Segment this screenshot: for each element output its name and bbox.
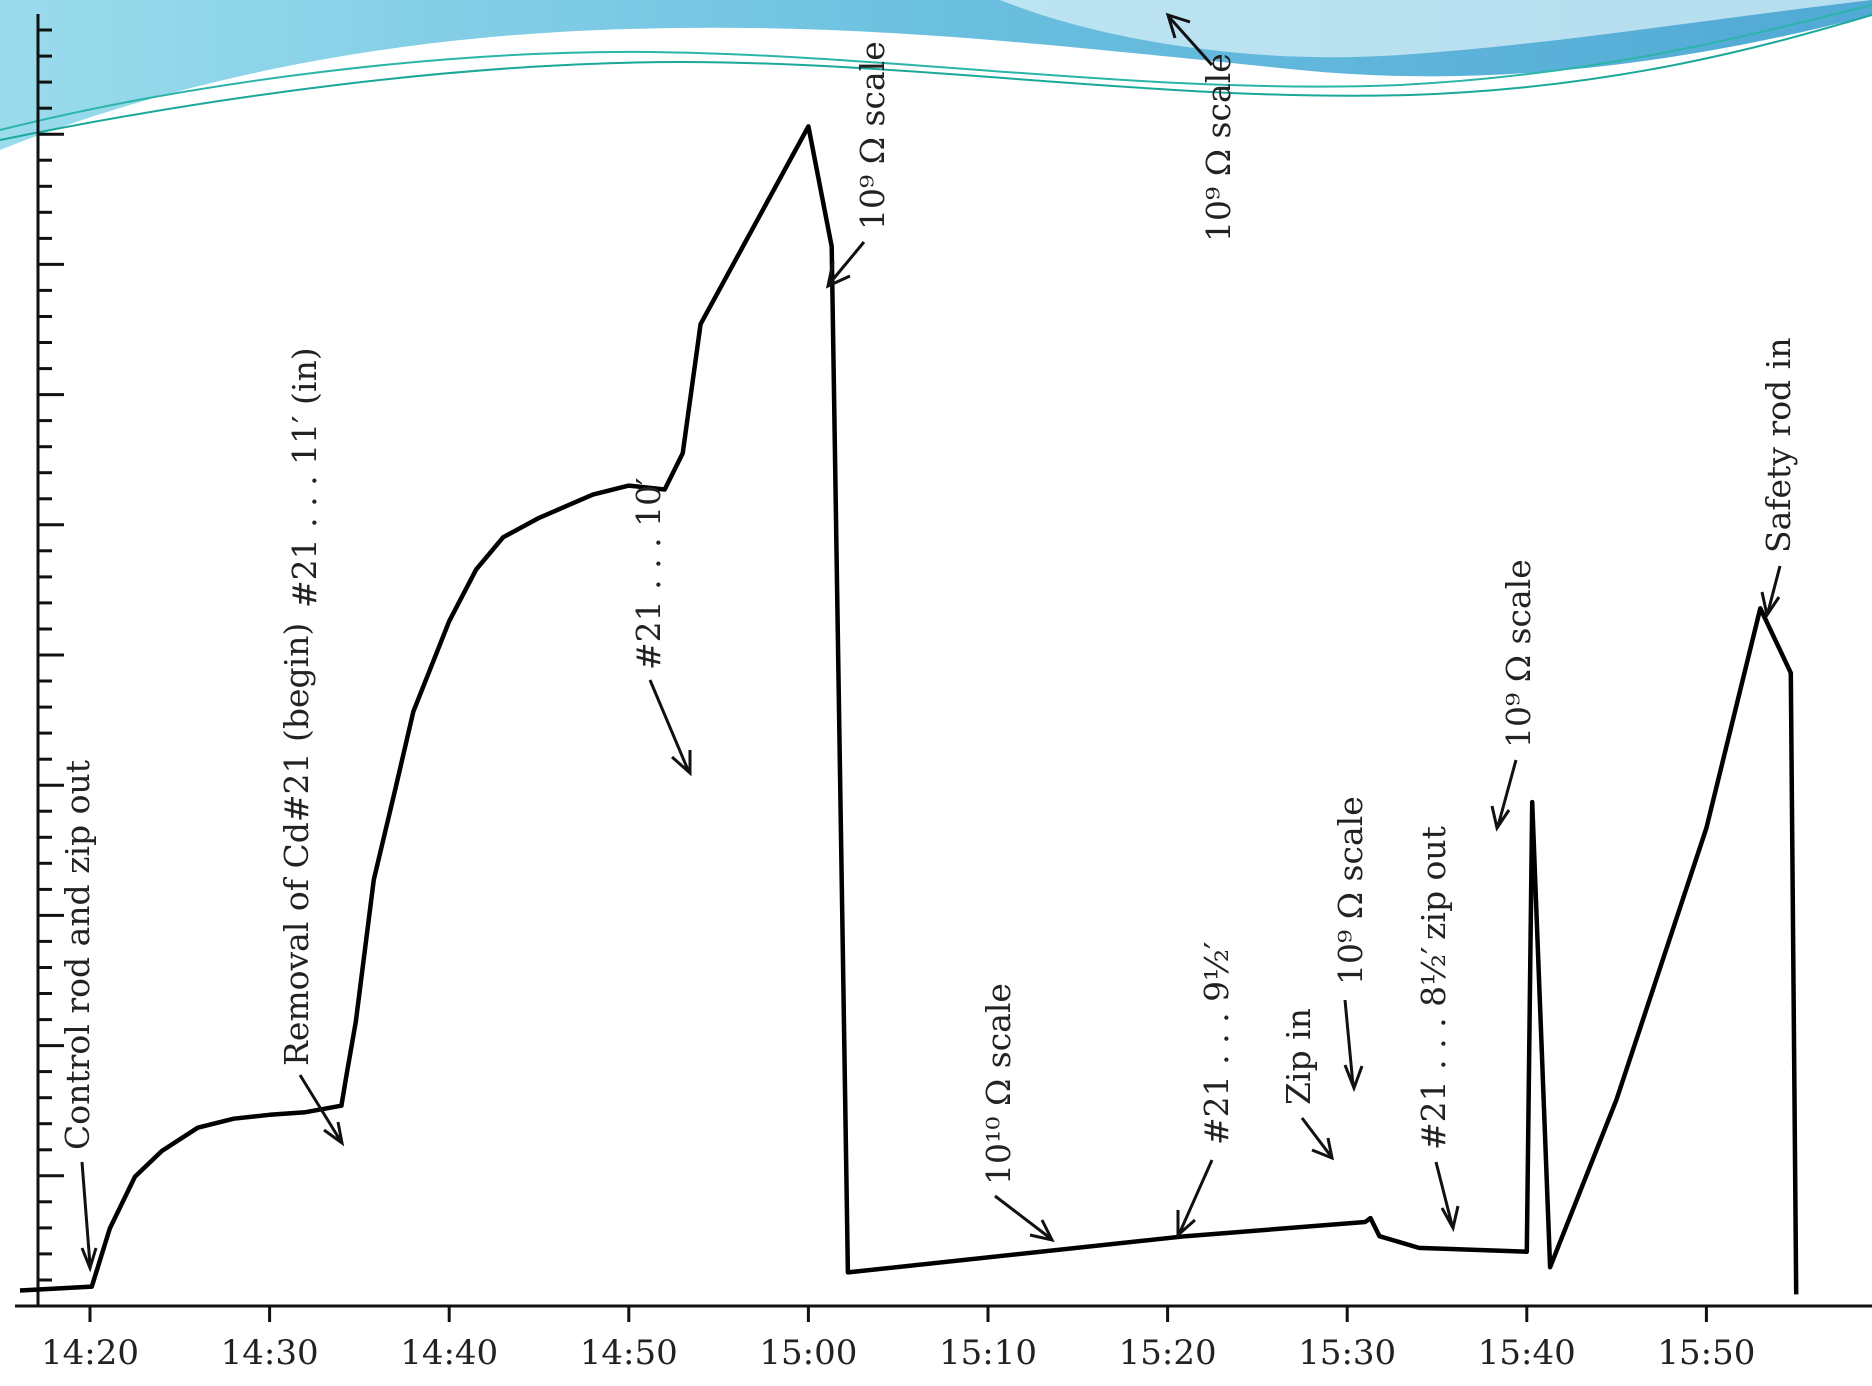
x-axis: 14:20 14:30 14:40 14:50 15:00 15:10 15:20 15:30… [15,1304,1872,1373]
annotation-1e9-scale-3: 10⁹ Ω scale [1331,796,1370,985]
x-tick-label: 14:50 [580,1333,678,1373]
arrow-21-10 [648,679,692,777]
x-tick-label: 15:30 [1298,1333,1396,1373]
arrow-21-9-5 [1176,1159,1214,1239]
annotation-21-11-in: #21 . . . 11′ (in) [285,347,324,608]
arrow-safety-rod-in [1760,565,1782,619]
x-tick-label: 14:30 [221,1333,319,1373]
arrow-zip-in [1300,1117,1335,1161]
x-axis-tick-labels: 14:20 14:30 14:40 14:50 15:00 15:10 15:20 15:30… [41,1333,1755,1373]
x-tick-label: 14:20 [41,1333,139,1373]
y-axis [36,14,64,1308]
annotation-1e9-scale-2: 10⁹ Ω scale [1199,53,1238,242]
arrow-removal-cd21-begin [298,1074,345,1147]
x-tick-label: 15:20 [1119,1333,1217,1373]
x-tick-label: 15:10 [939,1333,1037,1373]
x-tick-label: 15:00 [759,1333,857,1373]
arrow-1e10-scale [994,1194,1055,1243]
arrow-1e9-scale-3 [1343,999,1364,1093]
x-tick-label: 15:50 [1657,1333,1755,1373]
ionization-current-trace [19,124,1799,1295]
arrow-1e9-scale-4 [1490,759,1518,832]
annotation-zip-in: Zip in [1279,1008,1318,1105]
annotation-21-9-5: #21 . . . 9½′ [1197,941,1236,1145]
arrow-1e9-scale-1 [825,241,866,289]
annotation-zip-out: zip out [1414,826,1453,940]
arrow-21-8-5 [1434,1161,1460,1233]
annotation-1e10-scale: 10¹⁰ Ω scale [979,983,1018,1185]
y-axis-ticks [38,28,64,1308]
annotation-control-rod-zip-out: Control rod and zip out [58,760,97,1150]
annotations: Control rod and zip out Removal of Cd#21… [58,12,1798,1273]
annotation-removal-cd21-begin: Removal of Cd#21 (begin) [277,623,316,1066]
annotation-1e9-scale-4: 10⁹ Ω scale [1499,559,1538,748]
annotation-21-8-5: #21 . . . 8½′ [1414,946,1453,1150]
x-tick-label: 14:40 [400,1333,498,1373]
arrow-1e9-scale-2 [1165,12,1214,66]
annotation-21-10: #21 . . . 10′ [629,477,668,670]
annotation-safety-rod-in: Safety rod in [1759,338,1798,553]
header-swoosh-decoration [0,0,1872,150]
annotation-1e9-scale-1: 10⁹ Ω scale [853,41,892,230]
arrow-control-rod-zip-out [80,1161,98,1273]
x-axis-ticks [88,1306,1708,1322]
x-tick-label: 15:40 [1478,1333,1576,1373]
